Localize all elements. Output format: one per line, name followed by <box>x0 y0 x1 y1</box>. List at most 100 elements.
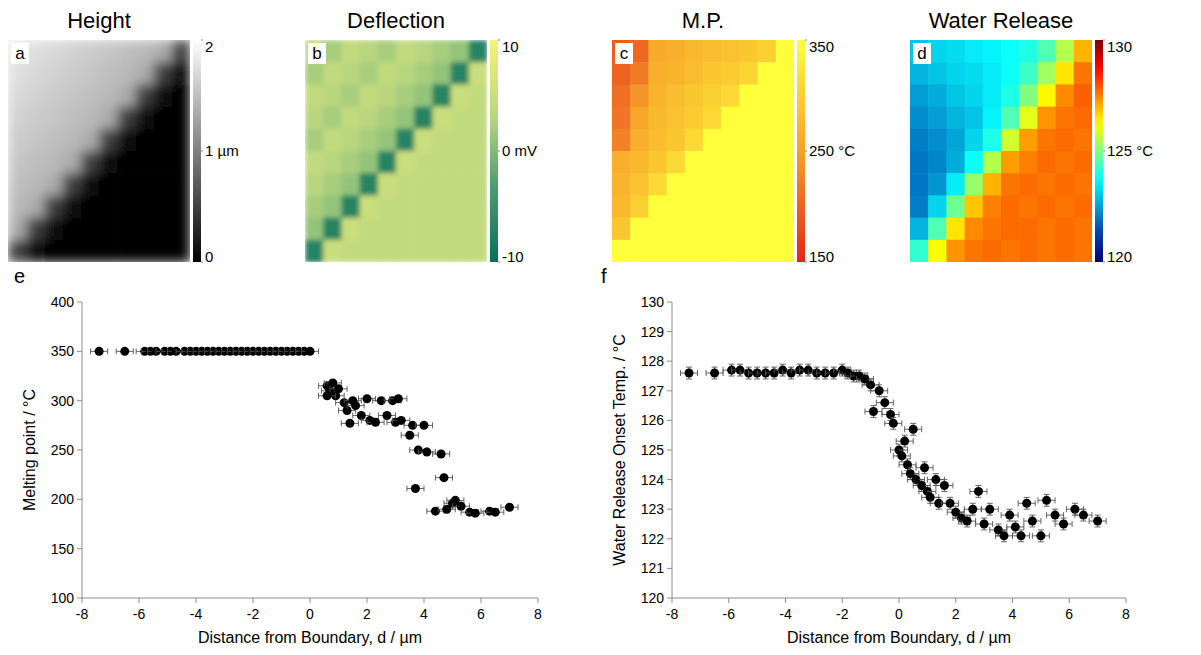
heatmap-cell <box>323 40 342 63</box>
heatmap-cell <box>99 151 118 174</box>
heatmap-cell <box>983 195 1002 218</box>
heatmap-cell <box>305 107 324 130</box>
heatmap-cell <box>99 173 118 196</box>
heatmap-cell <box>81 240 100 262</box>
y-tick <box>77 400 82 401</box>
x-tick <box>538 598 539 603</box>
heatmap-cell <box>396 173 415 196</box>
y-tick-label: 250 <box>51 442 75 458</box>
heatmap-cell <box>758 62 777 85</box>
heatmap-cell <box>1001 173 1020 196</box>
heatmap-cell <box>341 195 360 218</box>
heatmap-cell <box>414 173 433 196</box>
heatmap-cell <box>305 40 324 63</box>
heatmap-cell <box>154 195 173 218</box>
heatmap-cell <box>469 151 487 174</box>
heatmap-cell <box>44 151 63 174</box>
data-point <box>411 484 420 493</box>
heatmap-cell <box>928 195 947 218</box>
heatmap-cell <box>910 173 929 196</box>
heatmap-cell <box>26 107 45 130</box>
heatmap-cell <box>360 173 379 196</box>
data-point <box>491 508 500 517</box>
heatmap-cell <box>965 240 984 262</box>
heatmap-cell <box>667 107 686 130</box>
heatmap-cell <box>414 107 433 130</box>
x-tick <box>1069 598 1070 603</box>
heatmap-cell <box>414 218 433 241</box>
heatmap-panel: Water Release120125 °C130d <box>910 8 1153 265</box>
panel-letter: f <box>601 265 607 287</box>
heatmap-cell <box>946 218 965 241</box>
heatmap-cell <box>414 240 433 262</box>
heatmap-cell <box>758 84 777 107</box>
heatmap-cell <box>648 218 667 241</box>
x-tick <box>842 598 843 603</box>
heatmap-cell <box>1037 40 1056 63</box>
heatmap-cell <box>305 240 324 262</box>
heatmap-cell <box>63 173 82 196</box>
data-point <box>1042 496 1051 505</box>
y-tick-label: 128 <box>641 353 665 369</box>
y-tick <box>77 499 82 500</box>
heatmap-cell <box>1056 40 1075 63</box>
colorbar <box>797 40 805 262</box>
data-point <box>306 347 315 356</box>
heatmap-cell <box>983 218 1002 241</box>
x-axis-title: Distance from Boundary, d / µm <box>198 629 422 646</box>
y-tick <box>77 302 82 303</box>
y-tick <box>667 538 672 539</box>
data-point <box>334 384 343 393</box>
x-tick <box>1012 598 1013 603</box>
heatmap-cell <box>910 40 929 63</box>
heatmap-cell <box>1074 84 1092 107</box>
heatmap-cell <box>469 40 487 63</box>
heatmap-cell <box>135 84 154 107</box>
heatmap-cell <box>630 218 649 241</box>
data-point <box>1036 531 1045 540</box>
heatmap-cell <box>135 151 154 174</box>
heatmap-cell <box>117 62 136 85</box>
heatmap-cell <box>721 40 740 63</box>
heatmap-cell <box>99 195 118 218</box>
heatmap-cell <box>776 62 794 85</box>
panel-letter: c <box>620 44 629 63</box>
heatmap-cell <box>758 173 777 196</box>
heatmap-cell <box>946 129 965 152</box>
heatmap-cell <box>378 151 397 174</box>
panel-letter: b <box>312 44 321 63</box>
heatmap-cell <box>739 151 758 174</box>
heatmap-cell <box>965 40 984 63</box>
heatmap-cell <box>685 173 704 196</box>
heatmap-cell <box>305 151 324 174</box>
heatmap-cell <box>1037 173 1056 196</box>
heatmap-cell <box>135 218 154 241</box>
heatmap-image <box>305 40 487 262</box>
heatmap-cell <box>323 218 342 241</box>
heatmap-cell <box>776 40 794 63</box>
panel-title: Water Release <box>929 8 1074 33</box>
data-point <box>1005 511 1014 520</box>
heatmap-cell <box>360 240 379 262</box>
data-point <box>422 447 431 456</box>
heatmap-cell <box>667 195 686 218</box>
y-tick <box>77 598 82 599</box>
heatmap-cell <box>1056 129 1075 152</box>
heatmap-cell <box>341 62 360 85</box>
x-tick-label: 8 <box>534 606 542 622</box>
panel-title: Deflection <box>347 8 445 33</box>
x-tick <box>310 598 311 603</box>
heatmap-cell <box>341 40 360 63</box>
heatmap-cell <box>451 40 470 63</box>
heatmap-cell <box>946 62 965 85</box>
heatmap-cell <box>323 240 342 262</box>
heatmap-cell <box>414 84 433 107</box>
x-tick-label: -8 <box>76 606 89 622</box>
data-point <box>999 531 1008 540</box>
x-tick-label: 2 <box>363 606 371 622</box>
heatmap-cell <box>8 62 27 85</box>
heatmap-cell <box>469 62 487 85</box>
heatmap-cell <box>396 195 415 218</box>
heatmap-cell <box>63 218 82 241</box>
heatmap-cell <box>323 84 342 107</box>
